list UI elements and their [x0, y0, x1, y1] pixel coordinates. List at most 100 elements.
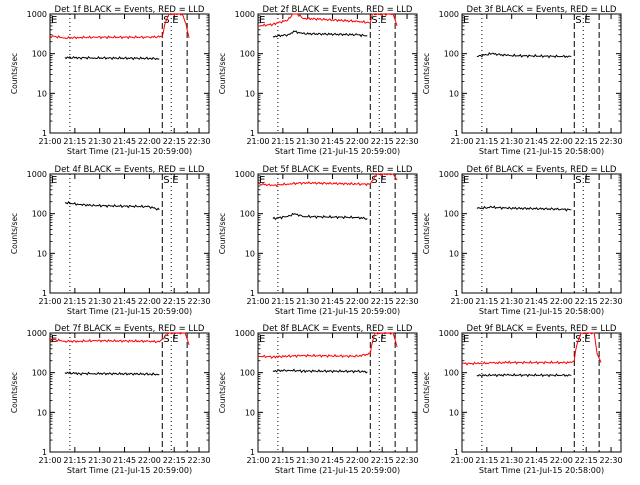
x-tick-label: 22:15 — [371, 456, 394, 465]
x-tick-label: 22:00 — [346, 456, 369, 465]
red-lld-series — [258, 13, 398, 27]
black-events-series — [64, 371, 160, 376]
x-tick-label: 22:15 — [575, 137, 598, 146]
chart-panel-9: Det 9f BLACK = Events, RED = LLD Counts/s… — [422, 324, 623, 475]
chart-title: Det 4f BLACK = Events, RED = LLD — [55, 165, 205, 175]
black-events-series — [476, 205, 572, 212]
x-axis-label: Start Time (21-Jul-15 20:59:00) — [275, 307, 400, 316]
y-tick-label: 1 — [250, 129, 255, 138]
plot-frame — [257, 173, 418, 294]
x-tick-label: 21:45 — [525, 137, 548, 146]
marker-e-left: E — [463, 334, 469, 345]
chart-title: Det 5f BLACK = Events, RED = LLD — [263, 165, 413, 175]
marker-e-left: E — [463, 15, 469, 26]
y-tick-label: 100 — [240, 369, 255, 378]
y-tick-label: 10 — [245, 249, 255, 258]
y-tick-label: 1000 — [439, 10, 459, 19]
x-tick-label: 21:45 — [113, 456, 136, 465]
marker-e-left: E — [463, 175, 469, 186]
marker-s: S — [575, 175, 581, 186]
x-tick-label: 22:00 — [346, 297, 369, 306]
chart-title: Det 7f BLACK = Events, RED = LLD — [55, 324, 205, 334]
y-tick-label: 1000 — [235, 10, 255, 19]
y-tick-label: 1 — [454, 129, 459, 138]
marker-e: E — [172, 175, 178, 186]
marker-e: E — [380, 334, 386, 345]
red-lld-series — [257, 173, 398, 187]
y-axis-label: Counts/sec — [422, 213, 431, 254]
y-axis-label: Counts/sec — [10, 372, 19, 413]
plot-frame — [49, 13, 210, 134]
y-tick-label: 10 — [449, 249, 459, 258]
marker-e: E — [380, 175, 386, 186]
x-tick-label: 21:15 — [475, 137, 498, 146]
x-tick-label: 22:15 — [163, 297, 186, 306]
x-tick-label: 21:30 — [296, 137, 319, 146]
x-tick-label: 21:00 — [38, 456, 61, 465]
x-tick-label: 21:45 — [321, 456, 344, 465]
marker-e-left: E — [259, 175, 265, 186]
x-tick-label: 22:30 — [396, 137, 419, 146]
marker-s: S — [371, 15, 377, 26]
y-tick-label: 10 — [449, 408, 459, 417]
x-tick-label: 21:00 — [38, 137, 61, 146]
y-tick-label: 10 — [37, 249, 47, 258]
x-tick-label: 22:00 — [346, 137, 369, 146]
x-tick-label: 22:30 — [600, 297, 623, 306]
y-tick-label: 100 — [444, 369, 459, 378]
y-tick-label: 1000 — [27, 170, 47, 179]
x-tick-label: 22:15 — [371, 137, 394, 146]
marker-s: S — [575, 15, 581, 26]
x-tick-label: 22:00 — [550, 137, 573, 146]
x-axis-label: Start Time (21-Jul-15 20:59:00) — [67, 307, 192, 316]
y-axis-label: Counts/sec — [10, 213, 19, 254]
chart-title: Det 8f BLACK = Events, RED = LLD — [263, 324, 413, 334]
marker-e-left: E — [51, 15, 57, 26]
x-tick-label: 22:15 — [163, 137, 186, 146]
black-events-series — [476, 373, 572, 378]
red-lld-series — [49, 332, 190, 346]
marker-s: S — [163, 175, 169, 186]
x-tick-label: 21:00 — [246, 456, 269, 465]
x-tick-label: 21:15 — [271, 297, 294, 306]
x-tick-label: 22:00 — [138, 137, 161, 146]
chart-panel-6: Det 6f BLACK = Events, RED = LLD Counts/s… — [422, 165, 623, 316]
x-tick-label: 21:30 — [296, 297, 319, 306]
chart-panel-5: Det 5f BLACK = Events, RED = LLD Counts/s… — [218, 165, 419, 316]
y-tick-label: 1000 — [439, 329, 459, 338]
x-tick-label: 22:15 — [371, 297, 394, 306]
black-events-series — [476, 52, 572, 59]
y-tick-label: 10 — [37, 408, 47, 417]
x-tick-label: 21:45 — [321, 297, 344, 306]
y-axis-label: Counts/sec — [422, 53, 431, 94]
x-tick-label: 22:15 — [163, 456, 186, 465]
marker-e: E — [380, 15, 386, 26]
x-tick-label: 21:30 — [500, 456, 523, 465]
x-tick-label: 21:15 — [475, 456, 498, 465]
x-tick-label: 22:30 — [396, 456, 419, 465]
plot-frame — [257, 13, 418, 134]
y-tick-label: 100 — [32, 369, 47, 378]
x-tick-label: 21:00 — [450, 297, 473, 306]
x-tick-label: 22:30 — [188, 297, 211, 306]
plot-frame — [49, 173, 210, 294]
marker-e: E — [584, 175, 590, 186]
y-axis-label: Counts/sec — [422, 372, 431, 413]
x-tick-label: 21:00 — [246, 297, 269, 306]
x-tick-label: 21:45 — [525, 456, 548, 465]
y-tick-label: 100 — [444, 50, 459, 59]
x-tick-label: 21:45 — [113, 297, 136, 306]
x-tick-label: 21:15 — [271, 137, 294, 146]
x-tick-label: 21:30 — [296, 456, 319, 465]
chart-panel-1: Det 1f BLACK = Events, RED = LLD Counts/s… — [10, 5, 211, 156]
x-tick-label: 21:15 — [271, 456, 294, 465]
y-tick-label: 1 — [454, 448, 459, 457]
x-tick-label: 21:00 — [450, 137, 473, 146]
x-axis-label: Start Time (21-Jul-15 20:59:00) — [67, 466, 192, 475]
x-tick-label: 22:00 — [138, 456, 161, 465]
x-tick-label: 22:30 — [188, 456, 211, 465]
chart-title: Det 1f BLACK = Events, RED = LLD — [55, 5, 205, 15]
y-axis-label: Counts/sec — [10, 53, 19, 94]
x-axis-label: Start Time (21-Jul-15 20:58:00) — [479, 466, 604, 475]
